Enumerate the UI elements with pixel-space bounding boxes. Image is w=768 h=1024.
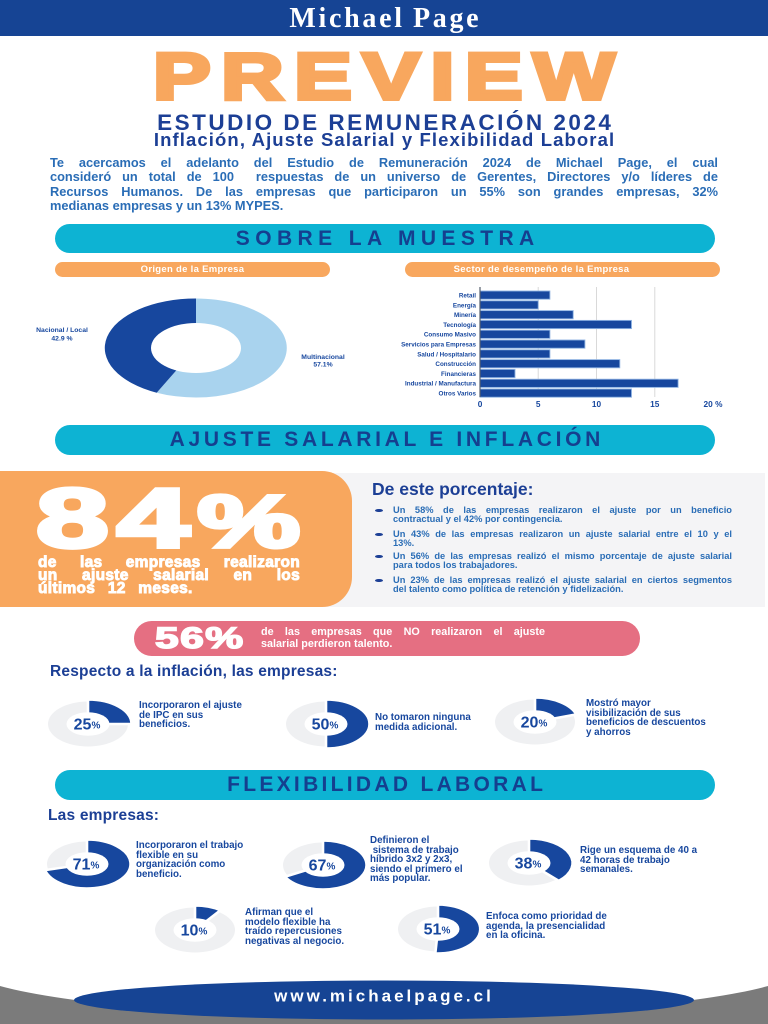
svg-text:Nacional / Local: Nacional / Local xyxy=(36,327,88,334)
svg-text:20%: 20% xyxy=(521,715,548,732)
svg-text:25%: 25% xyxy=(74,717,101,734)
svg-text:57.1%: 57.1% xyxy=(313,362,332,369)
svg-text:Salud / Hospitalario: Salud / Hospitalario xyxy=(417,351,476,358)
svg-text:Otros Varios: Otros Varios xyxy=(439,391,477,398)
svg-text:Minería: Minería xyxy=(454,312,477,319)
svg-text:0: 0 xyxy=(478,399,483,409)
svg-text:Servicios para Empresas: Servicios para Empresas xyxy=(401,342,476,349)
svg-text:51%: 51% xyxy=(424,922,451,939)
svg-text:Multinacional: Multinacional xyxy=(301,354,345,361)
svg-text:Construcción: Construcción xyxy=(435,361,476,368)
svg-text:10: 10 xyxy=(592,399,602,409)
svg-text:38%: 38% xyxy=(515,856,542,873)
svg-text:Consumo Masivo: Consumo Masivo xyxy=(424,332,476,339)
svg-text:Tecnología: Tecnología xyxy=(443,322,476,329)
svg-text:10%: 10% xyxy=(181,923,208,940)
svg-text:20 %: 20 % xyxy=(704,399,724,409)
svg-text:Retail: Retail xyxy=(459,293,476,300)
svg-text:67%: 67% xyxy=(309,858,336,875)
svg-text:Financieras: Financieras xyxy=(441,371,476,378)
svg-text:www.michaelpage.cl: www.michaelpage.cl xyxy=(273,987,494,1006)
svg-text:5: 5 xyxy=(536,399,541,409)
svg-text:50%: 50% xyxy=(312,717,339,734)
svg-text:42.9 %: 42.9 % xyxy=(51,336,72,343)
svg-text:Energía: Energía xyxy=(453,302,477,309)
svg-text:15: 15 xyxy=(650,399,660,409)
svg-text:Industrial / Manufactura: Industrial / Manufactura xyxy=(405,381,477,388)
svg-text:71%: 71% xyxy=(73,857,100,874)
